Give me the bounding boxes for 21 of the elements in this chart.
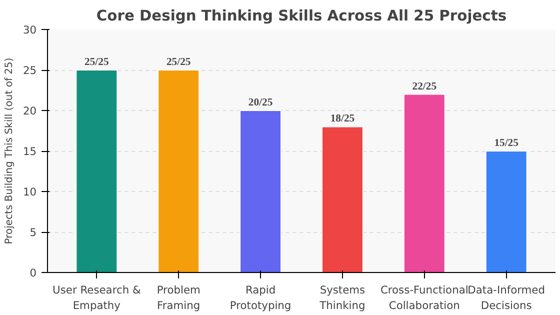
y-axis-title: Projects Building This Skill (out of 25) [4, 58, 15, 244]
x-tick-label: User Research & Empathy [52, 284, 141, 312]
x-tick-label: Systems Thinking [318, 284, 366, 312]
y-tick-label: 10 [22, 186, 37, 198]
data-label: 18/25 [330, 114, 355, 125]
y-tick-label: 20 [22, 104, 37, 118]
x-tick-label: Data-Informed Decisions [468, 284, 546, 312]
y-tick-label: 5 [30, 226, 36, 239]
data-label: 15/25 [494, 138, 518, 149]
data-label: 25/25 [84, 57, 109, 68]
data-label: 25/25 [166, 57, 191, 68]
x-tick-label: Rapid Prototyping [230, 284, 292, 312]
chart-title: Core Design Thinking Skills Across All 25 Projects [96, 8, 507, 24]
x-tick-label: Cross-Functional Collaboration [380, 284, 468, 312]
y-tick-label: 0 [30, 266, 37, 280]
data-label: 22/25 [412, 81, 437, 92]
y-tick-label: 25 [22, 64, 37, 77]
y-tick-label: 15 [22, 145, 37, 158]
x-tick-label: Problem Framing [156, 284, 200, 312]
y-tick-label: 30 [22, 24, 37, 36]
data-label: 20/25 [248, 98, 273, 108]
